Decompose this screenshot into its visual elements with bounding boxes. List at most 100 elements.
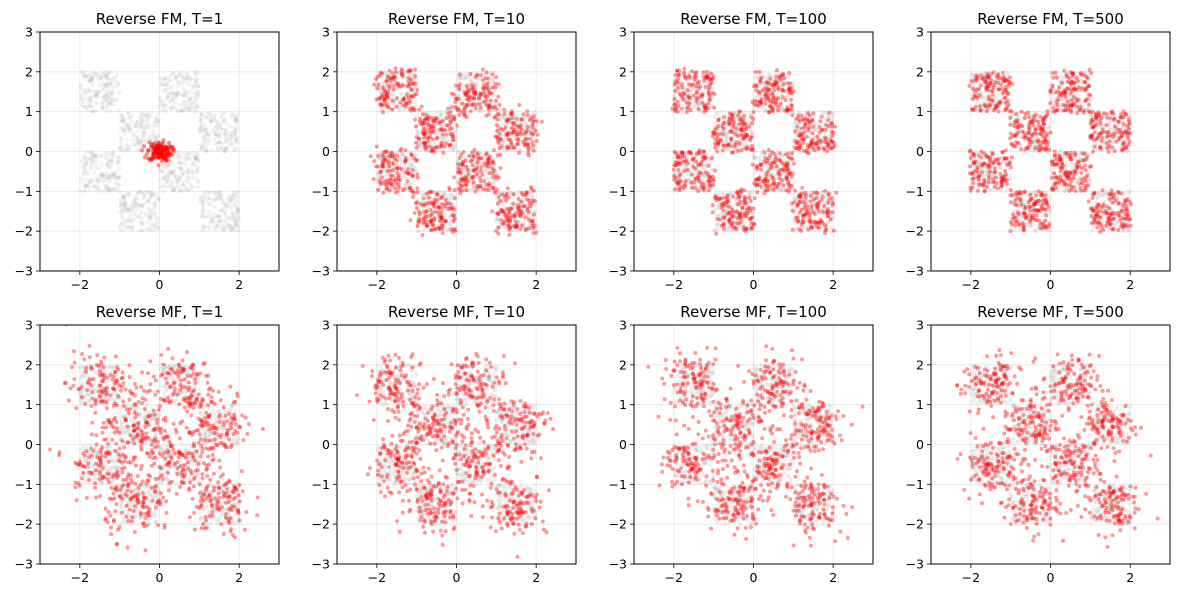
sample-point (457, 107, 461, 112)
sample-point (477, 184, 482, 189)
sample-point (393, 66, 398, 71)
target-point (407, 96, 412, 101)
sample-point (519, 127, 524, 132)
target-point (167, 169, 172, 174)
sample-point (429, 123, 434, 128)
target-point (84, 74, 89, 79)
sample-point (464, 92, 469, 97)
target-point (138, 114, 143, 119)
target-point (195, 104, 200, 109)
sample-point (152, 141, 157, 146)
sample-point (409, 152, 414, 157)
target-point (524, 143, 529, 148)
target-point (224, 146, 229, 151)
sample-point (431, 118, 436, 123)
target-point (222, 149, 227, 154)
target-point (775, 80, 780, 85)
target-point (175, 154, 180, 158)
target-point (469, 85, 474, 89)
target-point (235, 223, 240, 228)
target-point (454, 141, 459, 146)
target-point (196, 83, 201, 88)
sample-point (158, 148, 163, 153)
sample-point (508, 225, 513, 230)
target-point (686, 94, 691, 99)
target-point (98, 74, 103, 79)
target-point (375, 186, 380, 191)
sample-point (396, 81, 401, 86)
target-point (683, 103, 688, 108)
target-point (460, 185, 465, 190)
target-point (387, 99, 392, 104)
target-point (385, 103, 390, 108)
target-point (772, 94, 777, 99)
target-point (99, 162, 104, 167)
target-point (451, 215, 456, 220)
target-point (414, 107, 419, 112)
target-point (685, 84, 690, 89)
target-point (222, 119, 227, 124)
target-point (754, 103, 759, 108)
target-point (486, 155, 490, 160)
sample-point (163, 156, 168, 161)
target-point (496, 208, 501, 213)
sample-point (493, 115, 498, 120)
sample-point (414, 145, 419, 150)
target-point (446, 227, 451, 232)
sample-point (412, 108, 417, 113)
sample-point (390, 76, 394, 81)
target-point (450, 121, 455, 126)
target-point (161, 88, 165, 93)
sample-point (449, 126, 454, 131)
sample-point (410, 173, 415, 178)
target-point (453, 128, 458, 133)
sample-point (672, 97, 677, 102)
target-point (448, 113, 453, 118)
sample-point (506, 145, 511, 150)
target-point (97, 166, 101, 171)
target-point (786, 89, 791, 94)
target-point (133, 124, 138, 129)
target-point (786, 75, 791, 80)
target-point (779, 84, 784, 89)
sample-point (407, 83, 411, 88)
sample-point (495, 211, 500, 216)
target-point (400, 175, 405, 179)
target-point (409, 168, 414, 173)
target-point (181, 160, 185, 165)
target-point (202, 141, 207, 146)
target-point (88, 180, 93, 185)
target-point (725, 130, 730, 135)
target-point (428, 123, 433, 128)
target-point (525, 194, 530, 199)
target-point (450, 139, 455, 144)
target-point (451, 145, 456, 150)
target-point (103, 82, 108, 87)
sample-point (440, 226, 445, 231)
target-point (122, 197, 127, 202)
target-point (129, 113, 134, 118)
target-point (418, 140, 423, 145)
sample-point (496, 195, 501, 200)
target-point (421, 140, 426, 144)
target-point (159, 159, 164, 164)
sample-point (484, 113, 489, 118)
target-point (415, 215, 420, 220)
target-point (692, 78, 697, 83)
target-point (447, 228, 452, 233)
sample-point (495, 128, 500, 133)
sample-point (410, 106, 415, 111)
target-point (402, 161, 407, 166)
target-point (126, 207, 131, 212)
target-point (437, 127, 442, 132)
target-point (206, 190, 211, 195)
target-point (456, 150, 461, 155)
target-point (421, 122, 426, 126)
target-point (125, 123, 130, 127)
target-point (470, 87, 475, 92)
target-point (402, 70, 407, 75)
target-point (441, 133, 446, 138)
target-point (202, 224, 207, 229)
sample-point (439, 196, 444, 201)
target-point (701, 106, 706, 111)
